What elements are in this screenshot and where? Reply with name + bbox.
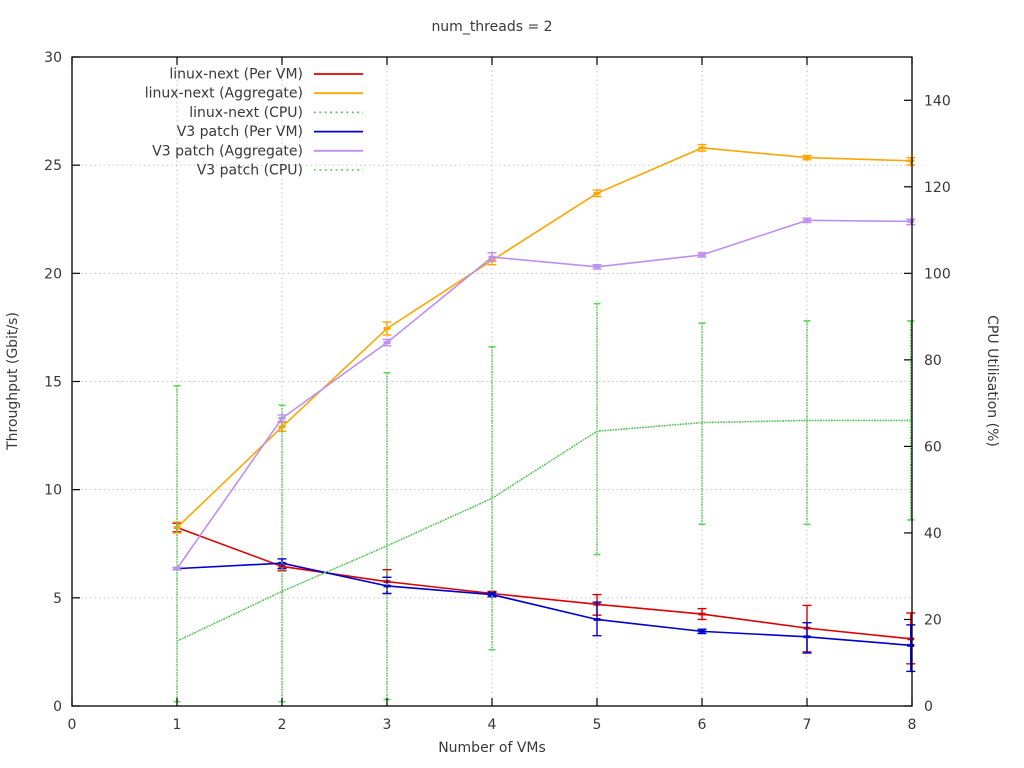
y2-tick-label-0: 0: [924, 699, 933, 715]
point-v3-patch-per-vm-x3: [383, 584, 391, 588]
x-tick-label-7: 7: [803, 717, 812, 733]
series-linux-next-per-vm: [172, 522, 916, 665]
y-tick-label-10: 10: [44, 483, 62, 499]
series-v3-patch-aggregate: [172, 217, 916, 571]
point-v3-patch-aggregate-x4: [488, 255, 496, 259]
line-linux-next-aggregate: [176, 147, 913, 529]
legend-item-linux-next-per-vm: linux-next (Per VM): [169, 67, 363, 83]
legend-label-linux-next-per-vm: linux-next (Per VM): [169, 67, 303, 83]
legend-label-v3-patch-aggregate: V3 patch (Aggregate): [152, 143, 303, 159]
legend-item-v3-patch-aggregate: V3 patch (Aggregate): [152, 143, 363, 159]
legend-label-linux-next-cpu: linux-next (CPU): [189, 105, 303, 121]
line-v3-patch-per-vm: [176, 562, 913, 647]
point-v3-patch-aggregate-x2: [278, 416, 286, 420]
y2-tick-label-40: 40: [924, 526, 942, 542]
y-tick-label-20: 20: [44, 266, 62, 282]
y-tick-label-0: 0: [53, 699, 62, 715]
line-v3-patch-aggregate: [176, 219, 913, 570]
legend-item-linux-next-cpu: linux-next (CPU): [189, 105, 363, 121]
series-layer: [172, 143, 916, 703]
series-v3-patch-cpu: [173, 302, 915, 703]
point-linux-next-aggregate-x7: [803, 156, 811, 159]
point-linux-next-aggregate-x6: [698, 146, 706, 150]
y2-tick-label-80: 80: [924, 353, 942, 369]
y-axis-label: Throughput (Gbit/s): [5, 312, 21, 451]
legend-label-v3-patch-per-vm: V3 patch (Per VM): [177, 124, 303, 140]
point-v3-patch-aggregate-x7: [803, 218, 811, 222]
line-linux-next-cpu: [176, 419, 912, 642]
legend: linux-next (Per VM) linux-next (Aggregate…: [145, 67, 363, 179]
x-tick-label-3: 3: [383, 717, 392, 733]
point-v3-patch-per-vm-x7: [803, 635, 811, 639]
point-v3-patch-per-vm-x8: [907, 644, 915, 647]
legend-item-linux-next-aggregate: linux-next (Aggregate): [145, 86, 363, 102]
y-tick-label-25: 25: [44, 158, 62, 174]
point-v3-patch-per-vm-x6: [698, 629, 706, 633]
x-tick-label-6: 6: [698, 717, 707, 733]
series-linux-next-cpu: [173, 302, 915, 703]
point-linux-next-aggregate-x3: [383, 327, 391, 330]
line-v3-patch-cpu: [176, 419, 912, 642]
y2-tick-label-140: 140: [924, 93, 951, 109]
point-linux-next-aggregate-x5: [593, 191, 601, 195]
line-linux-next-per-vm: [176, 526, 913, 640]
y2-tick-label-100: 100: [924, 266, 951, 282]
point-v3-patch-aggregate-x1: [173, 567, 181, 571]
x-axis-label: Number of VMs: [438, 740, 546, 756]
point-v3-patch-per-vm-x4: [488, 593, 496, 596]
y-tick-label-30: 30: [44, 50, 62, 66]
point-v3-patch-aggregate-x5: [593, 265, 601, 269]
legend-item-v3-patch-per-vm: V3 patch (Per VM): [177, 124, 363, 140]
point-linux-next-aggregate-x8: [907, 159, 915, 163]
x-tick-label-0: 0: [68, 717, 77, 733]
x-tick-label-1: 1: [173, 717, 182, 733]
y-tick-label-5: 5: [53, 591, 62, 607]
y2-tick-label-20: 20: [924, 612, 942, 628]
legend-label-linux-next-aggregate: linux-next (Aggregate): [145, 86, 303, 102]
point-linux-next-per-vm-x6: [698, 612, 706, 616]
y2-tick-label-120: 120: [924, 180, 951, 196]
point-v3-patch-aggregate-x8: [907, 220, 915, 223]
point-v3-patch-aggregate-x3: [383, 341, 391, 344]
x-tick-label-5: 5: [593, 717, 602, 733]
series-v3-patch-per-vm: [172, 558, 916, 673]
x-tick-label-8: 8: [908, 717, 917, 733]
chart-title: num_threads = 2: [431, 19, 552, 35]
y2-tick-label-60: 60: [924, 439, 942, 455]
series-linux-next-aggregate: [172, 143, 916, 534]
legend-item-v3-patch-cpu: V3 patch (CPU): [197, 163, 363, 179]
y-tick-label-15: 15: [44, 375, 62, 391]
x-tick-label-2: 2: [278, 717, 287, 733]
point-v3-patch-per-vm-x5: [593, 618, 601, 621]
legend-label-v3-patch-cpu: V3 patch (CPU): [197, 163, 303, 179]
point-v3-patch-aggregate-x6: [698, 253, 706, 257]
x-tick-label-4: 4: [488, 717, 497, 733]
y2-axis-label: CPU Utilisation (%): [984, 315, 1000, 447]
